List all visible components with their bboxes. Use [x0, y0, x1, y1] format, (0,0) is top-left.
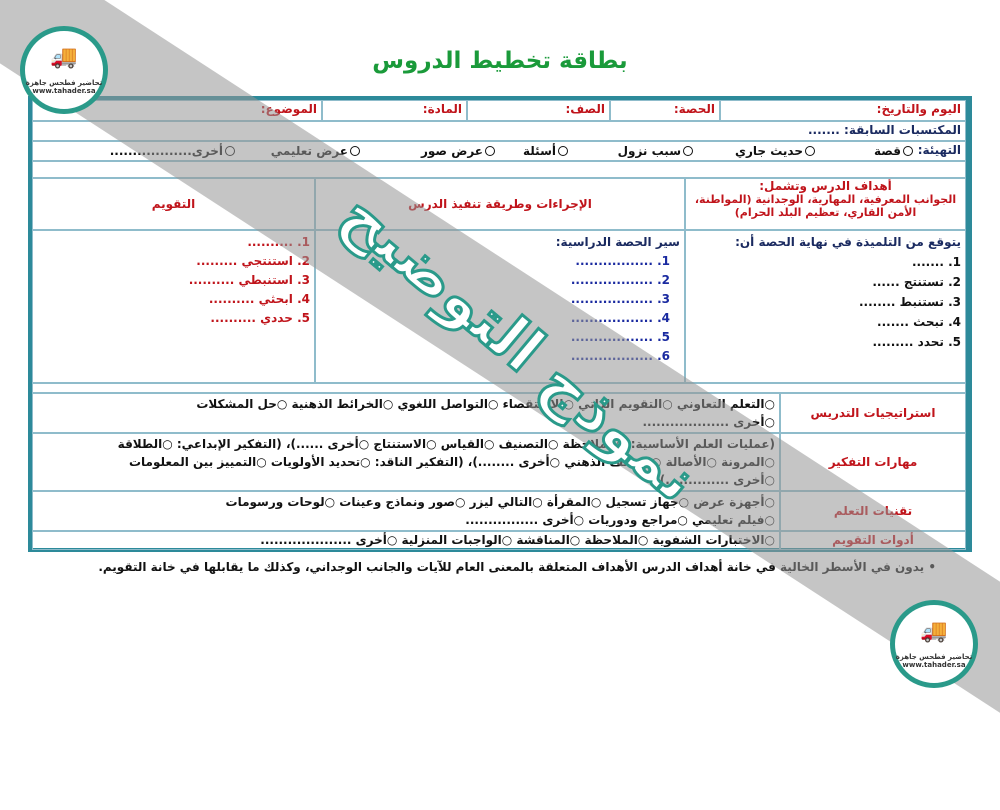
- goal-item: 2. تستنتج ......: [872, 275, 961, 289]
- evaluation-item: 4. ابحثي ..........: [208, 292, 310, 306]
- evaluation-item: 5. حددي ..........: [210, 311, 310, 325]
- goals-cell[interactable]: يتوقع من التلميذة في نهاية الحصة أن: 1. …: [685, 230, 966, 383]
- truck-icon: 🚚: [50, 45, 78, 70]
- strategies-label: استراتيجيات التدريس: [780, 393, 966, 433]
- evaluation-item: 3. استنبطي ..........: [188, 273, 310, 287]
- intro-label: التهيئة:: [917, 143, 961, 157]
- class-cell[interactable]: الصف:: [467, 100, 610, 121]
- subject-cell[interactable]: المادة:: [322, 100, 467, 121]
- logo: 🚚 تحاضير فطحس جاهزة www.tahader.sa: [890, 600, 978, 688]
- period-cell[interactable]: الحصة:: [610, 100, 720, 121]
- goal-item: 3. تستنبط ........: [858, 295, 961, 309]
- procedure-item: 3. ..................: [570, 292, 670, 306]
- intro-option[interactable]: أسئلة: [523, 144, 568, 158]
- truck-icon: 🚚: [920, 619, 948, 644]
- goal-item: 5. تحدد .........: [872, 335, 961, 349]
- intro-option[interactable]: عرض صور: [421, 144, 495, 158]
- goals-header: أهداف الدرس وتشمل: الجوانب المعرفية، المه…: [685, 178, 966, 230]
- intro-option[interactable]: سبب نزول: [618, 144, 693, 158]
- instruction-note: • يدون في الأسطر الخالية في خانة أهداف ا…: [98, 560, 936, 574]
- logo: 🚚 تحاضير فطحس جاهزة www.tahader.sa: [20, 26, 108, 114]
- goal-item: 4. تبحث .......: [877, 315, 961, 329]
- lesson-plan-table: [28, 96, 972, 552]
- evaluation-item: 2. استنتجي .........: [196, 254, 310, 268]
- procedure-item: 2. ..................: [570, 273, 670, 287]
- prior-knowledge[interactable]: المكتسبات السابقة: .......: [32, 121, 966, 141]
- blank-row: [32, 161, 966, 178]
- procedure-item: 1. .................: [575, 254, 670, 268]
- goal-item: 1. .......: [911, 255, 961, 269]
- date-cell[interactable]: اليوم والتاريخ:: [720, 100, 966, 121]
- intro-option[interactable]: حديث جاري: [735, 144, 815, 158]
- evaluation-cell[interactable]: 1. ..........2. استنتجي .........3. استن…: [32, 230, 315, 383]
- intro-option[interactable]: قصة: [874, 144, 913, 158]
- page-title: بطاقة تخطيط الدروس: [372, 48, 628, 74]
- assessment-tools-options[interactable]: ○الاختبارات الشفوية ○الملاحظة ○المناقشة …: [32, 531, 780, 550]
